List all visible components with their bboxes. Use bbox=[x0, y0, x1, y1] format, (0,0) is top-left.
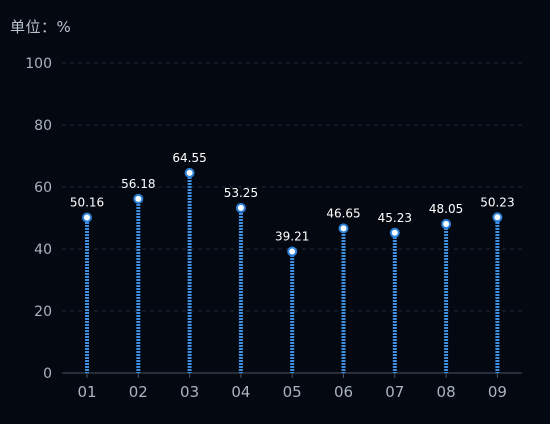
x-tick-label: 03 bbox=[180, 383, 199, 401]
data-label: 39.21 bbox=[275, 229, 309, 243]
x-tick-label: 04 bbox=[231, 383, 250, 401]
x-tick-label: 01 bbox=[77, 383, 96, 401]
bar bbox=[444, 224, 449, 373]
data-label: 46.65 bbox=[326, 206, 360, 220]
data-label: 50.23 bbox=[480, 195, 514, 209]
y-tick-label: 80 bbox=[34, 118, 52, 134]
data-point bbox=[184, 167, 195, 178]
data-label: 53.25 bbox=[224, 186, 258, 200]
x-tick-label: 05 bbox=[283, 383, 302, 401]
data-point bbox=[389, 227, 400, 238]
data-label: 50.16 bbox=[70, 196, 104, 210]
bar bbox=[392, 232, 397, 373]
bar bbox=[238, 207, 243, 373]
data-point bbox=[441, 219, 452, 230]
data-point bbox=[235, 202, 246, 213]
y-tick-label: 100 bbox=[25, 56, 52, 72]
x-tick-label: 06 bbox=[334, 383, 353, 401]
y-tick-label: 60 bbox=[34, 180, 52, 196]
x-tick-label: 09 bbox=[488, 383, 507, 401]
data-point bbox=[338, 223, 349, 234]
data-point bbox=[82, 212, 92, 223]
data-label: 48.05 bbox=[429, 202, 463, 216]
data-label: 56.18 bbox=[121, 177, 155, 191]
data-label: 45.23 bbox=[378, 211, 412, 225]
bar bbox=[290, 251, 295, 373]
data-point bbox=[492, 212, 503, 223]
y-tick-label: 40 bbox=[34, 242, 52, 258]
data-point bbox=[287, 246, 298, 257]
bar bbox=[136, 198, 141, 373]
bar bbox=[341, 228, 346, 373]
y-tick-label: 20 bbox=[34, 304, 52, 320]
data-point bbox=[133, 193, 144, 204]
x-tick-label: 07 bbox=[385, 383, 404, 401]
bar bbox=[85, 217, 89, 373]
y-tick-label: 0 bbox=[43, 366, 52, 382]
x-tick-label: 02 bbox=[129, 383, 148, 401]
x-tick-label: 08 bbox=[437, 383, 456, 401]
bar bbox=[187, 172, 192, 373]
unit-label: 单位：% bbox=[10, 18, 72, 36]
bar bbox=[495, 217, 500, 373]
data-label: 64.55 bbox=[172, 151, 206, 165]
